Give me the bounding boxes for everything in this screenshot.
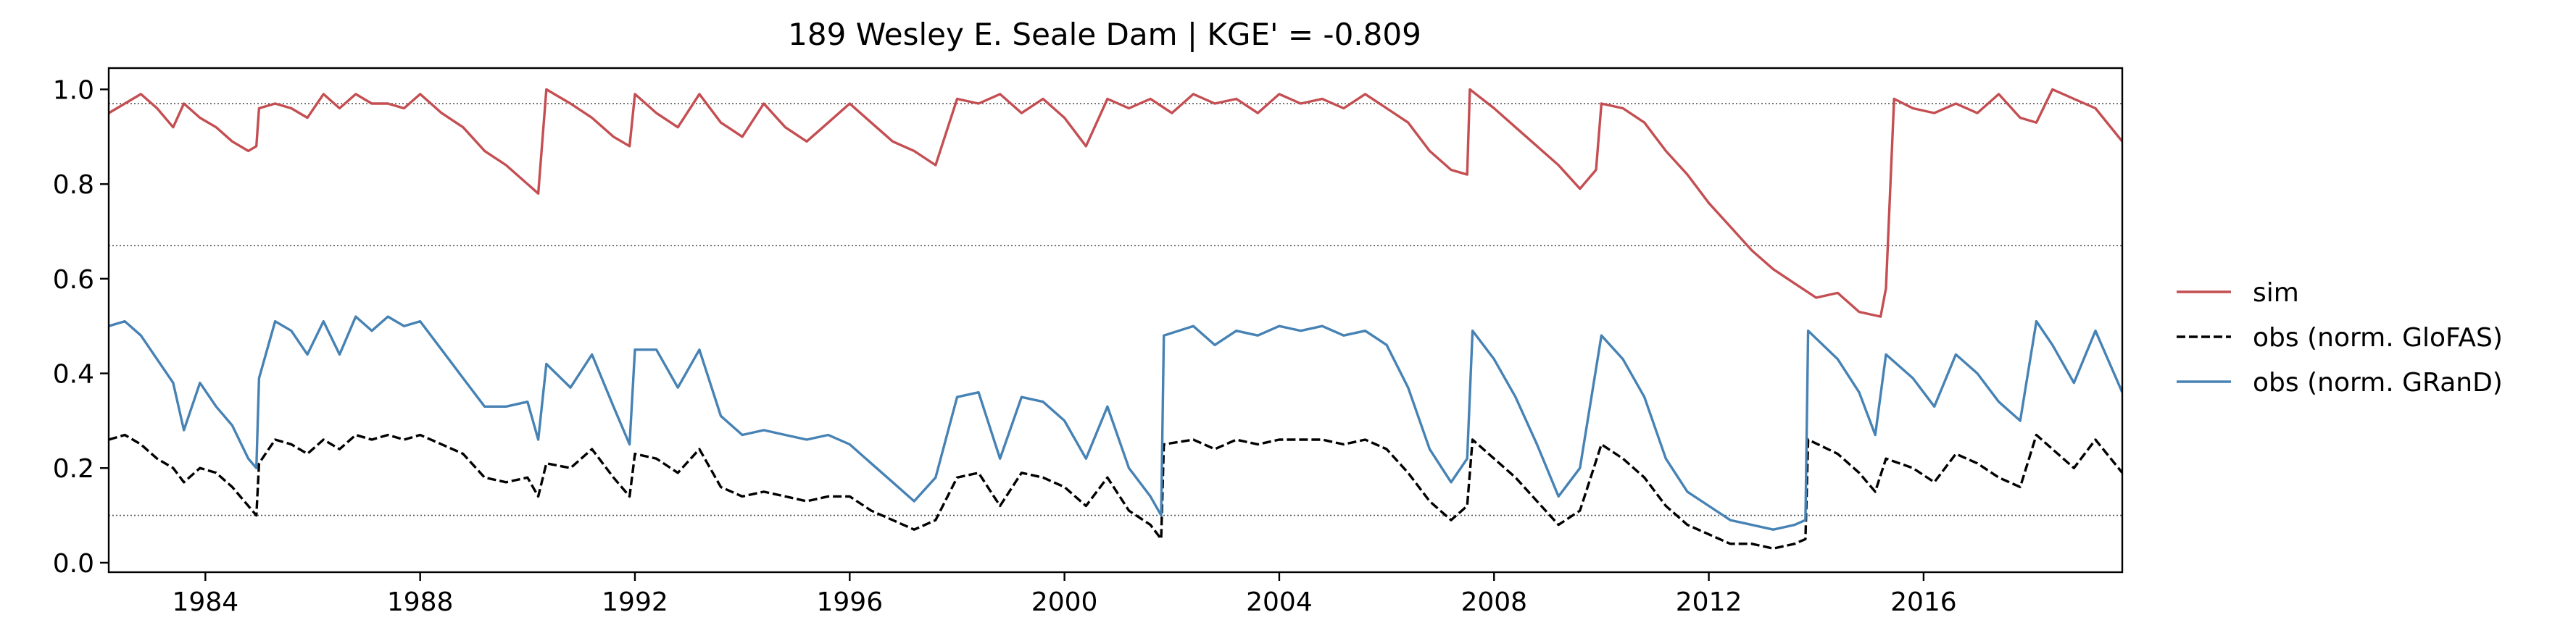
x-tick-label-5: 2004 bbox=[1246, 587, 1313, 617]
x-tick-label-0: 1984 bbox=[173, 587, 239, 617]
x-tick-label-8: 2016 bbox=[1890, 587, 1957, 617]
legend-label-0: sim bbox=[2253, 278, 2299, 308]
y-tick-label-0: 0.0 bbox=[53, 549, 94, 579]
legend-label-2: obs (norm. GRanD) bbox=[2253, 368, 2503, 398]
legend-label-1: obs (norm. GloFAS) bbox=[2253, 323, 2503, 353]
axes-frame bbox=[107, 67, 2124, 574]
series-line-0 bbox=[109, 88, 2122, 318]
series-line-2 bbox=[109, 315, 2122, 531]
legend: sim obs (norm. GloFAS) obs (norm. GRanD) bbox=[2177, 278, 2503, 398]
y-tick-label-4: 0.8 bbox=[53, 170, 94, 200]
series-line-1 bbox=[109, 433, 2122, 550]
y-tick-label-2: 0.4 bbox=[53, 360, 94, 390]
x-tick-label-6: 2008 bbox=[1461, 587, 1527, 617]
y-tick-label-5: 1.0 bbox=[53, 75, 94, 105]
x-tick-label-4: 2000 bbox=[1031, 587, 1098, 617]
x-tick-label-1: 1988 bbox=[387, 587, 454, 617]
y-tick-label-1: 0.2 bbox=[53, 454, 94, 484]
plot-area: 1984 1988 1992 1996 2000 2004 2008 2012 2016 0.0 0… bbox=[53, 67, 2124, 617]
x-tick-label-7: 2012 bbox=[1676, 587, 1742, 617]
chart-title: 189 Wesley E. Seale Dam | KGE' = -0.809 bbox=[788, 17, 1421, 52]
series-group bbox=[109, 88, 2122, 550]
y-tick-label-3: 0.6 bbox=[53, 265, 94, 295]
x-tick-label-2: 1992 bbox=[602, 587, 668, 617]
x-tick-label-3: 1996 bbox=[816, 587, 883, 617]
